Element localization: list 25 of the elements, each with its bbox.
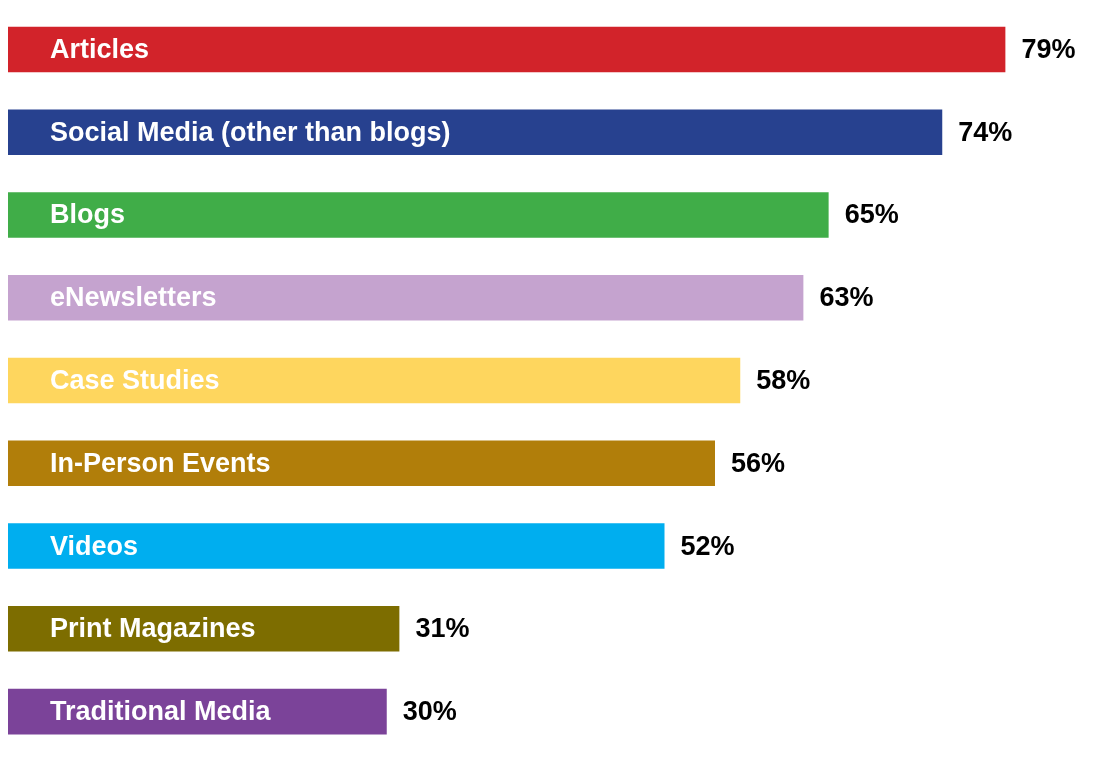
y-tick-label: eNewsletters (50, 282, 217, 313)
data-label: 58% (756, 364, 811, 395)
y-tick-label: Videos (50, 530, 139, 561)
data-label: 31% (415, 613, 470, 644)
bar (8, 109, 943, 155)
y-tick-label: Print Magazines (50, 613, 256, 644)
bar (8, 440, 715, 487)
bar (8, 274, 804, 321)
data-label: 65% (844, 199, 899, 230)
data-label: 56% (731, 447, 786, 478)
bar (8, 192, 829, 238)
y-tick-label: Blogs (50, 199, 126, 230)
y-tick-label: In-Person Events (50, 447, 271, 478)
y-tick-label: Social Media (other than blogs) (50, 116, 451, 147)
y-tick-label: Articles (50, 33, 150, 64)
y-tick-label: Case Studies (50, 364, 220, 395)
y-tick-label: Traditional Media (50, 696, 272, 727)
data-label: 74% (958, 116, 1013, 147)
bar (8, 523, 665, 569)
data-label: 52% (680, 530, 735, 561)
data-label: 30% (402, 696, 457, 727)
data-label: 79% (1021, 33, 1076, 64)
bar (8, 26, 1006, 73)
data-label: 63% (819, 282, 874, 313)
bar (8, 357, 741, 404)
